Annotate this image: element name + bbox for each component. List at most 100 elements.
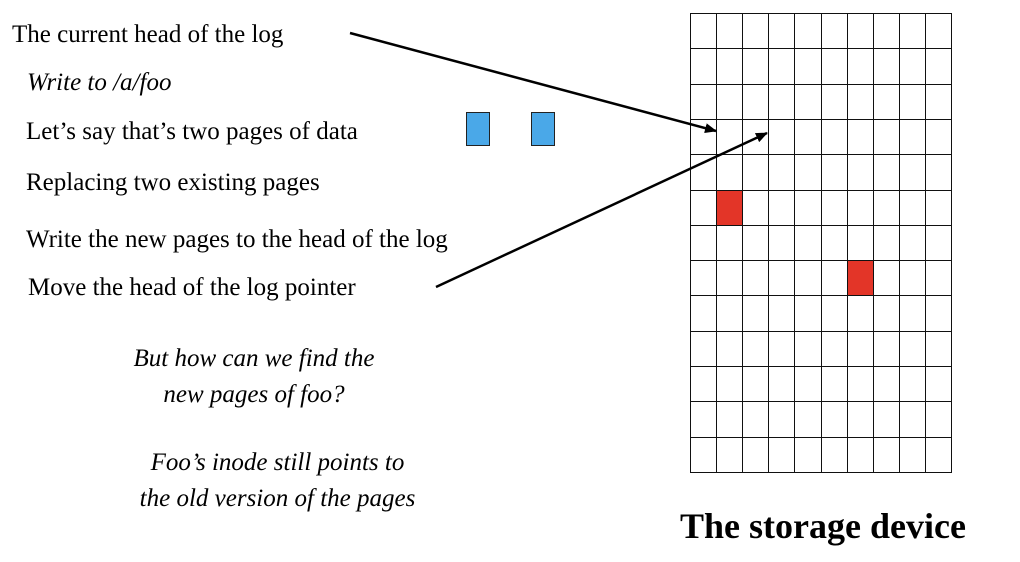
storage-block	[795, 261, 822, 297]
storage-block	[769, 402, 796, 438]
storage-block	[769, 367, 796, 403]
storage-block	[769, 49, 796, 85]
storage-block	[847, 49, 874, 85]
storage-block	[873, 437, 900, 473]
storage-block	[821, 296, 848, 332]
storage-block	[717, 119, 744, 156]
old-page-block	[717, 190, 744, 226]
storage-block	[691, 402, 718, 438]
storage-block	[743, 49, 770, 85]
write-foo-label: Write to /a/foo	[27, 69, 172, 96]
storage-block	[691, 84, 718, 120]
new-data-page-1	[466, 112, 490, 146]
storage-block	[795, 225, 822, 262]
storage-block	[925, 225, 952, 262]
storage-block	[899, 296, 926, 332]
storage-block	[743, 155, 770, 191]
storage-block	[743, 84, 770, 120]
storage-block	[899, 225, 926, 262]
storage-block	[821, 155, 848, 191]
storage-block	[743, 261, 770, 297]
storage-block	[899, 367, 926, 403]
storage-block	[691, 331, 718, 368]
storage-block	[925, 155, 952, 191]
storage-block	[769, 296, 796, 332]
storage-block	[821, 437, 848, 473]
storage-block	[769, 14, 796, 50]
storage-block	[847, 437, 874, 473]
storage-block	[873, 14, 900, 50]
storage-block	[873, 402, 900, 438]
inode-line-2: the old version of the pages	[139, 485, 416, 512]
storage-block	[821, 119, 848, 156]
storage-block	[821, 402, 848, 438]
storage-block	[691, 49, 718, 85]
move-pointer-label: Move the head of the log pointer	[28, 274, 356, 301]
question-line-2: new pages of foo?	[163, 381, 345, 408]
storage-block	[925, 437, 952, 473]
storage-block	[795, 367, 822, 403]
storage-block	[925, 331, 952, 368]
storage-block	[743, 14, 770, 50]
storage-block	[717, 155, 744, 191]
storage-block	[743, 119, 770, 156]
storage-block	[873, 225, 900, 262]
storage-block	[925, 14, 952, 50]
storage-block	[873, 155, 900, 191]
storage-block	[717, 331, 744, 368]
storage-block	[821, 225, 848, 262]
storage-block	[743, 437, 770, 473]
storage-block	[873, 190, 900, 226]
storage-block	[899, 14, 926, 50]
storage-block	[821, 331, 848, 368]
new-data-page-2	[531, 112, 555, 146]
storage-block	[691, 119, 718, 156]
storage-block	[743, 402, 770, 438]
storage-block	[847, 367, 874, 403]
storage-block	[873, 367, 900, 403]
storage-block	[873, 84, 900, 120]
storage-device-grid	[690, 13, 952, 473]
storage-block	[743, 331, 770, 368]
storage-block	[899, 155, 926, 191]
storage-block	[691, 155, 718, 191]
storage-block	[717, 296, 744, 332]
storage-block	[769, 261, 796, 297]
storage-block	[717, 437, 744, 473]
storage-block	[899, 402, 926, 438]
storage-block	[899, 261, 926, 297]
storage-block	[847, 190, 874, 226]
two-pages-label: Let’s say that’s two pages of data	[26, 118, 358, 145]
storage-block	[691, 190, 718, 226]
storage-block	[899, 49, 926, 85]
storage-block	[717, 261, 744, 297]
storage-block	[899, 84, 926, 120]
storage-block	[769, 225, 796, 262]
question-note: But how can we find the new pages of foo…	[104, 341, 404, 413]
storage-block	[743, 367, 770, 403]
storage-block	[925, 296, 952, 332]
storage-block	[691, 437, 718, 473]
storage-block	[847, 84, 874, 120]
storage-block	[691, 225, 718, 262]
replacing-pages-label: Replacing two existing pages	[26, 169, 320, 196]
storage-block	[743, 190, 770, 226]
storage-block	[873, 119, 900, 156]
storage-block	[847, 225, 874, 262]
question-line-1: But how can we find the	[133, 345, 375, 372]
inode-line-1: Foo’s inode still points to	[150, 449, 405, 476]
write-new-pages-label: Write the new pages to the head of the l…	[26, 226, 448, 253]
storage-block	[717, 402, 744, 438]
storage-block	[899, 331, 926, 368]
storage-block	[925, 367, 952, 403]
storage-block	[717, 49, 744, 85]
storage-block	[925, 261, 952, 297]
storage-block	[821, 84, 848, 120]
storage-block	[795, 119, 822, 156]
storage-block	[847, 402, 874, 438]
storage-block	[795, 14, 822, 50]
storage-block	[795, 402, 822, 438]
storage-block	[847, 14, 874, 50]
storage-block	[925, 49, 952, 85]
old-page-block	[847, 261, 874, 297]
